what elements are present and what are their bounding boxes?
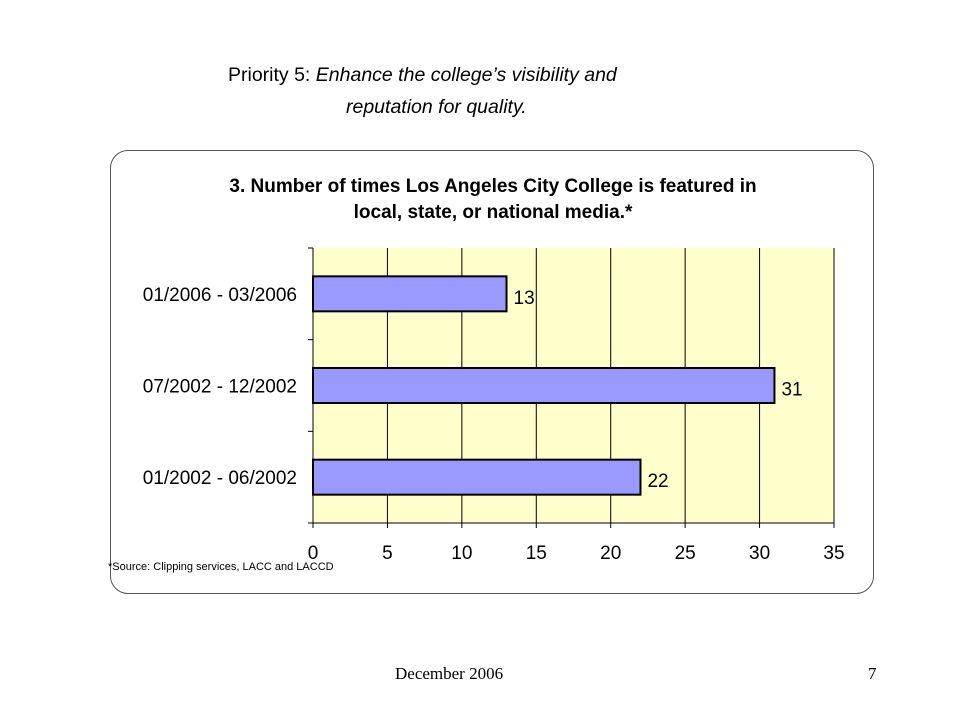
- category-label: 01/2002 - 06/2002: [143, 468, 297, 489]
- category-label: 07/2002 - 12/2002: [143, 377, 297, 398]
- slide-heading-line1: Priority 5: Enhance the college’s visibi…: [228, 64, 960, 87]
- slide-heading-line2: reputation for quality.: [346, 96, 527, 118]
- x-tick-label: 15: [526, 543, 547, 564]
- category-label: 01/2006 - 03/2006: [143, 285, 297, 306]
- bar-value-label: 22: [647, 471, 668, 492]
- x-tick-label: 30: [749, 543, 770, 564]
- x-tick-label: 10: [451, 543, 472, 564]
- bar-value-label: 31: [781, 380, 802, 401]
- x-tick-label: 25: [675, 543, 696, 564]
- chart-title-line1: 3. Number of times Los Angeles City Coll…: [229, 176, 756, 197]
- bar: [312, 458, 642, 496]
- x-tick-label: 5: [382, 543, 393, 564]
- heading-prefix: Priority 5:: [228, 64, 316, 86]
- page-number: 7: [868, 664, 877, 683]
- x-tick-label: 20: [600, 543, 621, 564]
- x-tick-label: 0: [308, 543, 319, 564]
- source-note: *Source: Clipping services, LACC and LAC…: [108, 561, 334, 573]
- footer-date: December 2006: [395, 664, 504, 683]
- bar: [312, 275, 508, 313]
- x-tick-label: 35: [823, 543, 844, 564]
- bar: [312, 367, 776, 404]
- chart-title-line2: local, state, or national media.*: [354, 202, 633, 223]
- bar-value-label: 13: [514, 288, 535, 309]
- heading-italic-text: Enhance the college’s visibility and: [315, 64, 617, 86]
